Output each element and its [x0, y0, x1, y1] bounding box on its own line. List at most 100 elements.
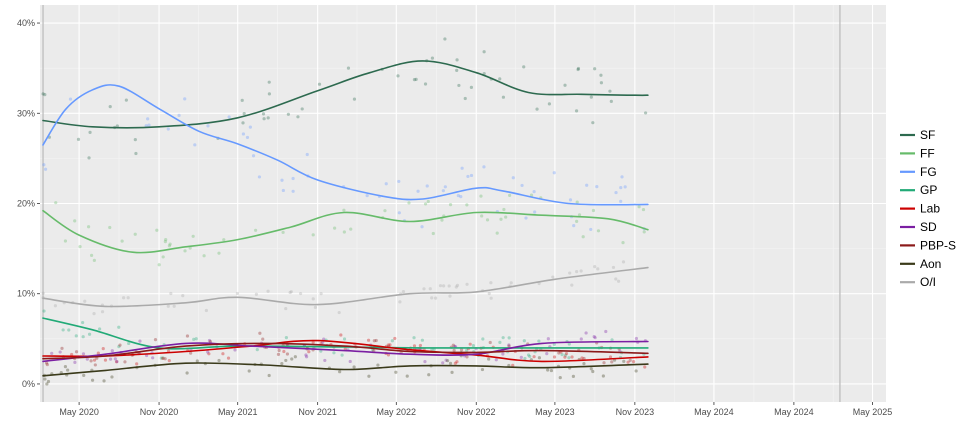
poll-point [67, 328, 71, 332]
poll-point [601, 374, 605, 378]
x-tick-label: Nov 2020 [140, 407, 179, 417]
poll-point [420, 225, 424, 229]
poll-point [634, 336, 638, 341]
poll-point [367, 374, 371, 378]
poll-point [87, 332, 92, 336]
poll-point [563, 83, 567, 87]
poll-point [70, 352, 74, 357]
poll-point [393, 336, 397, 341]
poll-point [499, 217, 503, 221]
poll-point [456, 193, 460, 198]
poll-point [261, 337, 265, 341]
poll-point [281, 188, 285, 193]
poll-point [459, 195, 463, 199]
poll-point [596, 267, 600, 271]
legend-label-o-i: O/I [920, 275, 936, 289]
poll-point [92, 258, 96, 262]
poll-point [352, 365, 356, 369]
poll-point [53, 304, 57, 308]
poll-point [108, 225, 112, 230]
poll-point [455, 360, 459, 364]
poll-point [592, 335, 596, 339]
poll-point [469, 173, 474, 178]
y-tick-label: 10% [17, 289, 35, 299]
poll-point [523, 356, 527, 361]
poll-point [44, 361, 49, 365]
poll-point [54, 201, 58, 205]
poll-point [501, 336, 505, 340]
poll-point [501, 95, 506, 99]
poll-point [164, 237, 168, 242]
poll-point [254, 228, 258, 232]
poll-point [58, 350, 62, 354]
poll-point [81, 335, 85, 339]
poll-point [619, 199, 623, 203]
poll-point [89, 253, 94, 257]
poll-point [457, 83, 461, 88]
poll-point [520, 183, 524, 188]
poll-point [508, 193, 512, 197]
poll-point [110, 349, 114, 353]
poll-point [241, 121, 245, 125]
poll-point [133, 138, 137, 142]
poll-point [412, 344, 417, 348]
poll-point [552, 171, 556, 175]
poll-point [552, 355, 557, 359]
poll-point [376, 363, 380, 367]
poll-point [300, 107, 304, 111]
poll-point [257, 175, 262, 179]
poll-point [276, 352, 281, 356]
poll-point [66, 368, 70, 372]
series-line-lab [42, 339, 649, 363]
poll-point [502, 207, 506, 212]
poll-point [282, 349, 286, 354]
poll-point [428, 287, 432, 291]
poll-point [529, 193, 534, 197]
grid-lines [40, 5, 886, 402]
poll-point [41, 92, 45, 96]
poll-point [570, 283, 574, 287]
poll-point [192, 337, 196, 341]
poll-point [46, 379, 51, 384]
poll-point [398, 300, 402, 304]
poll-point [450, 370, 454, 374]
series-line-fg [42, 84, 649, 206]
x-tick-label: May 2024 [694, 407, 734, 417]
poll-point [245, 135, 250, 140]
poll-point [296, 115, 300, 119]
poll-point [422, 287, 426, 291]
poll-point [185, 334, 190, 338]
poll-point [42, 163, 46, 167]
poll-point [286, 112, 290, 116]
poll-point [92, 358, 97, 362]
poll-point [90, 378, 95, 382]
poll-point [454, 285, 458, 289]
poll-point [207, 338, 212, 343]
poll-point [564, 351, 569, 356]
poll-point [304, 355, 309, 359]
poll-point [372, 348, 376, 353]
poll-point [570, 355, 574, 359]
poll-point [547, 102, 551, 106]
poll-point [115, 124, 119, 128]
poll-point [262, 117, 266, 121]
poll-point [455, 58, 459, 62]
poll-point [444, 358, 448, 362]
poll-point [124, 98, 128, 102]
poll-point [489, 296, 493, 300]
poll-point [45, 362, 49, 367]
poll-point [507, 343, 511, 347]
x-tick-label: May 2023 [535, 407, 575, 417]
poll-point [206, 124, 210, 128]
poll-point [397, 179, 401, 184]
poll-point [166, 304, 170, 308]
poll-point [169, 291, 173, 296]
poll-point [596, 229, 601, 233]
poll-point [593, 67, 597, 71]
poll-point [621, 260, 626, 264]
poll-point [163, 240, 167, 244]
poll-point [134, 151, 138, 156]
poll-point [161, 356, 165, 360]
poll-point [161, 356, 165, 360]
poll-point [443, 37, 447, 41]
